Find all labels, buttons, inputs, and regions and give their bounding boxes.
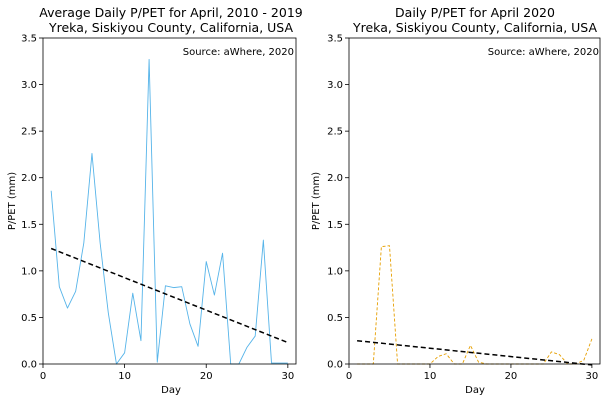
y-tick-label: 1.5 bbox=[21, 220, 37, 231]
x-tick-label: 20 bbox=[200, 371, 213, 382]
series-line-0 bbox=[357, 245, 593, 365]
source-annotation: Source: aWhere, 2020 bbox=[488, 47, 599, 58]
y-tick-label: 2.5 bbox=[21, 127, 37, 138]
chart-right: Daily P/PET for April 2020 Yreka, Siskiy… bbox=[311, 5, 601, 396]
y-tick-label: 2.0 bbox=[21, 173, 37, 184]
y-tick-label: 3.0 bbox=[21, 80, 37, 91]
x-tick-label: 10 bbox=[118, 371, 131, 382]
y-tick-label: 0.5 bbox=[327, 313, 343, 324]
y-tick-label: 3.0 bbox=[327, 80, 343, 91]
y-tick-label: 1.5 bbox=[327, 220, 343, 231]
x-tick-label: 20 bbox=[505, 371, 518, 382]
x-axis-label: Day bbox=[465, 385, 485, 396]
y-tick-label: 1.0 bbox=[327, 266, 343, 277]
y-tick-label: 0.0 bbox=[21, 360, 37, 371]
y-axis-label: P/PET (mm) bbox=[311, 172, 322, 230]
y-tick-label: 1.0 bbox=[21, 266, 37, 277]
y-tick-label: 3.5 bbox=[21, 34, 37, 45]
chart-title-line2: Yreka, Siskiyou County, California, USA bbox=[48, 20, 293, 35]
chart-left: Average Daily P/PET for April, 2010 - 20… bbox=[7, 5, 303, 396]
y-tick-label: 3.5 bbox=[327, 34, 343, 45]
x-tick-label: 0 bbox=[346, 371, 352, 382]
x-tick-label: 10 bbox=[424, 371, 437, 382]
chart-title-line2: Yreka, Siskiyou County, California, USA bbox=[352, 20, 597, 35]
x-tick-label: 30 bbox=[281, 371, 294, 382]
chart-title-line1: Daily P/PET for April 2020 bbox=[395, 5, 555, 20]
chart-title-line1: Average Daily P/PET for April, 2010 - 20… bbox=[39, 5, 303, 20]
x-axis-label: Day bbox=[161, 385, 181, 396]
y-tick-label: 2.5 bbox=[327, 127, 343, 138]
series-line-0 bbox=[50, 58, 288, 365]
y-axis-label: P/PET (mm) bbox=[7, 172, 18, 230]
axes-frame bbox=[348, 37, 601, 365]
axes-frame bbox=[42, 37, 297, 365]
trend-line-1 bbox=[357, 339, 592, 366]
y-tick-label: 2.0 bbox=[327, 173, 343, 184]
x-tick-label: 0 bbox=[40, 371, 46, 382]
y-tick-label: 0.0 bbox=[327, 360, 343, 371]
y-tick-label: 0.5 bbox=[21, 313, 37, 324]
source-annotation: Source: aWhere, 2020 bbox=[183, 47, 294, 58]
x-tick-label: 30 bbox=[586, 371, 599, 382]
trend-line-1 bbox=[50, 247, 289, 344]
